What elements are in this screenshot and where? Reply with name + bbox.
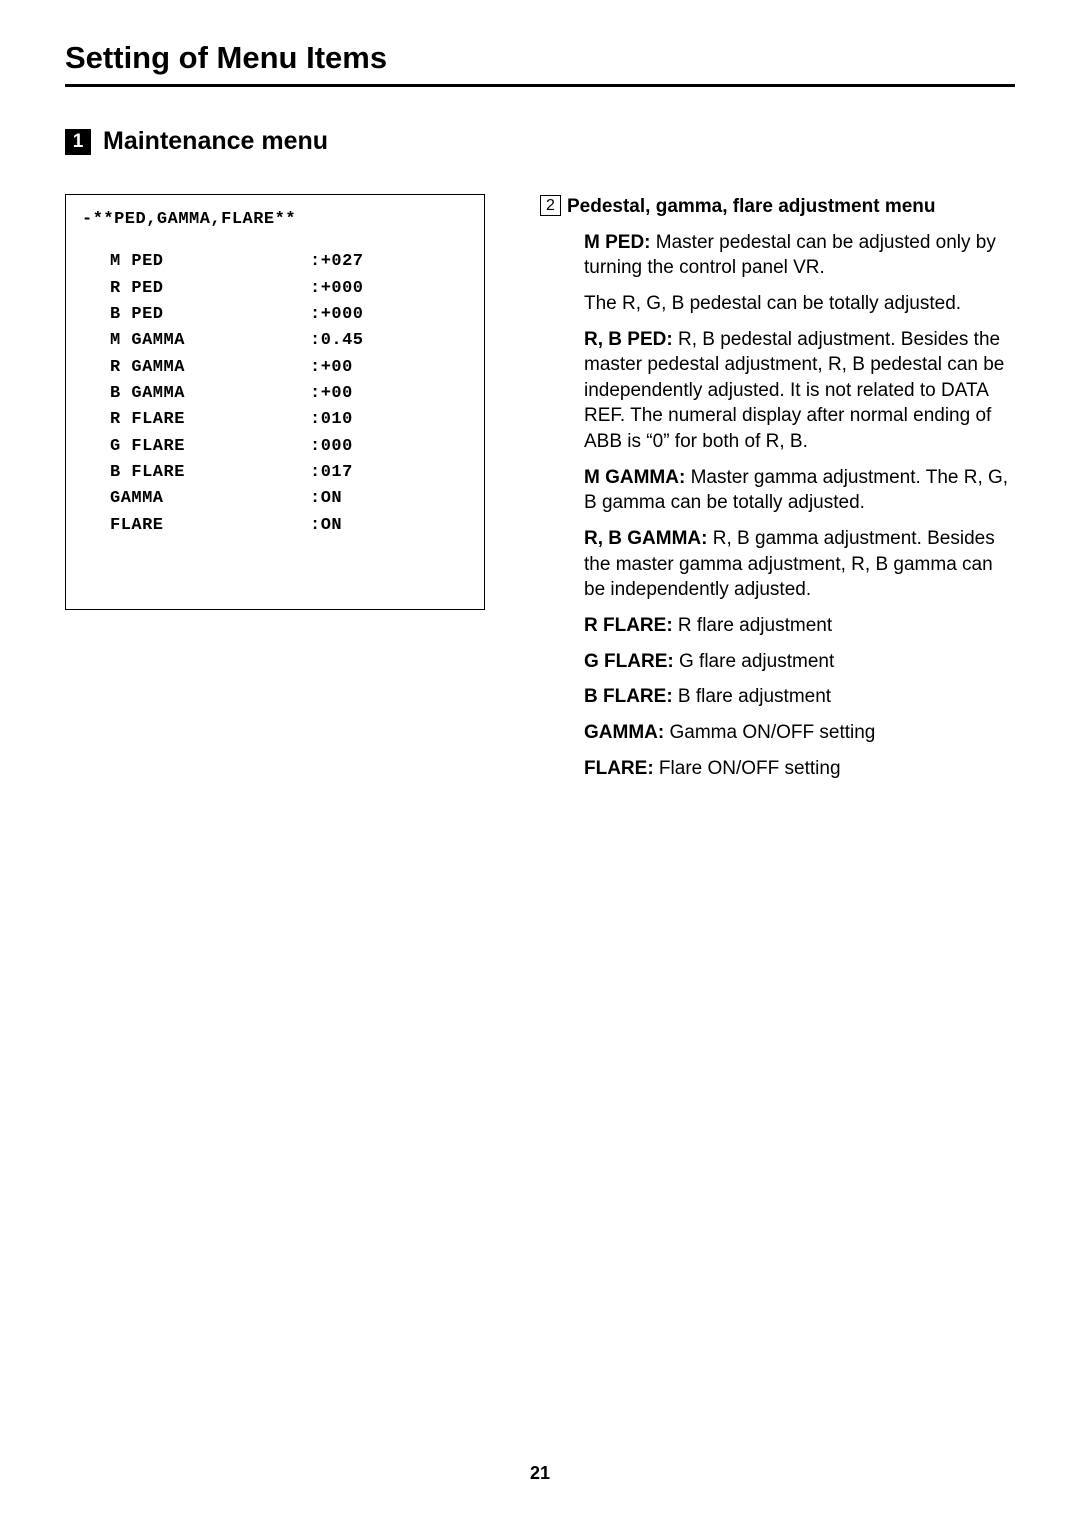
description-block: M PED: Master pedestal can be adjusted o… [540, 230, 1015, 782]
description-item: R, B GAMMA: R, B gamma adjustment. Besid… [584, 526, 1015, 603]
description-item: R FLARE: R flare adjustment [584, 613, 1015, 639]
section-header: 1 Maintenance menu [65, 127, 1015, 156]
menu-value: :0.45 [310, 328, 364, 354]
term: FLARE: [584, 758, 654, 779]
menu-row: B PED:+000 [82, 302, 468, 328]
menu-value: :ON [310, 513, 342, 539]
menu-row: GAMMA:ON [82, 486, 468, 512]
menu-value: :+00 [310, 355, 353, 381]
description-item: FLARE: Flare ON/OFF setting [584, 756, 1015, 782]
left-column: -**PED,GAMMA,FLARE** M PED:+027 R PED:+0… [65, 194, 485, 791]
term-text: Flare ON/OFF setting [654, 758, 841, 779]
content-columns: -**PED,GAMMA,FLARE** M PED:+027 R PED:+0… [65, 194, 1015, 791]
menu-row: R GAMMA:+00 [82, 355, 468, 381]
menu-row: M GAMMA:0.45 [82, 328, 468, 354]
menu-value: :+027 [310, 249, 364, 275]
menu-row: G FLARE:000 [82, 434, 468, 460]
menu-label: B PED [110, 302, 310, 328]
menu-label: G FLARE [110, 434, 310, 460]
term: R, B PED: [584, 329, 673, 350]
term: M GAMMA: [584, 467, 685, 488]
menu-row: M PED:+027 [82, 249, 468, 275]
description-item: G FLARE: G flare adjustment [584, 649, 1015, 675]
menu-value: :+000 [310, 276, 364, 302]
description-item: M PED: Master pedestal can be adjusted o… [584, 230, 1015, 281]
page-number: 21 [0, 1463, 1080, 1484]
menu-value: :+00 [310, 381, 353, 407]
menu-row: B FLARE:017 [82, 460, 468, 486]
menu-row: B GAMMA:+00 [82, 381, 468, 407]
section-number-box: 1 [65, 129, 91, 155]
menu-label: B FLARE [110, 460, 310, 486]
term: B FLARE: [584, 686, 673, 707]
menu-value: :ON [310, 486, 342, 512]
menu-label: M GAMMA [110, 328, 310, 354]
term-text: G flare adjustment [674, 651, 835, 672]
section-label: Maintenance menu [103, 127, 328, 156]
menu-label: R GAMMA [110, 355, 310, 381]
subsection-number-box: 2 [540, 195, 561, 216]
menu-label: FLARE [110, 513, 310, 539]
term: M PED: [584, 232, 651, 253]
description-item: The R, G, B pedestal can be totally adju… [584, 291, 1015, 317]
right-column: 2Pedestal, gamma, flare adjustment menu … [540, 194, 1015, 791]
subsection-heading: 2 Pedestal, gamma, flare adjustment menu [540, 194, 1015, 220]
term-text: The R, G, B pedestal can be totally adju… [584, 293, 961, 314]
menu-row: R FLARE:010 [82, 407, 468, 433]
menu-label: M PED [110, 249, 310, 275]
menu-value: :+000 [310, 302, 364, 328]
term: GAMMA: [584, 722, 664, 743]
menu-value: :000 [310, 434, 353, 460]
menu-label: R PED [110, 276, 310, 302]
menu-value: :010 [310, 407, 353, 433]
description-item: B FLARE: B flare adjustment [584, 684, 1015, 710]
menu-label: B GAMMA [110, 381, 310, 407]
menu-row: R PED:+000 [82, 276, 468, 302]
term: G FLARE: [584, 651, 674, 672]
menu-box-header: -**PED,GAMMA,FLARE** [82, 207, 468, 233]
description-item: GAMMA: Gamma ON/OFF setting [584, 720, 1015, 746]
term: R FLARE: [584, 615, 673, 636]
description-item: M GAMMA: Master gamma adjustment. The R,… [584, 465, 1015, 516]
term-text: B flare adjustment [673, 686, 831, 707]
menu-label: R FLARE [110, 407, 310, 433]
term-text: R flare adjustment [673, 615, 832, 636]
menu-display-box: -**PED,GAMMA,FLARE** M PED:+027 R PED:+0… [65, 194, 485, 610]
menu-value: :017 [310, 460, 353, 486]
subsection-title: Pedestal, gamma, flare adjustment menu [567, 196, 936, 217]
menu-label: GAMMA [110, 486, 310, 512]
term-text: Gamma ON/OFF setting [664, 722, 875, 743]
term: R, B GAMMA: [584, 528, 707, 549]
menu-row: FLARE:ON [82, 513, 468, 539]
description-item: R, B PED: R, B pedestal adjustment. Besi… [584, 327, 1015, 455]
page-title: Setting of Menu Items [65, 40, 1015, 87]
